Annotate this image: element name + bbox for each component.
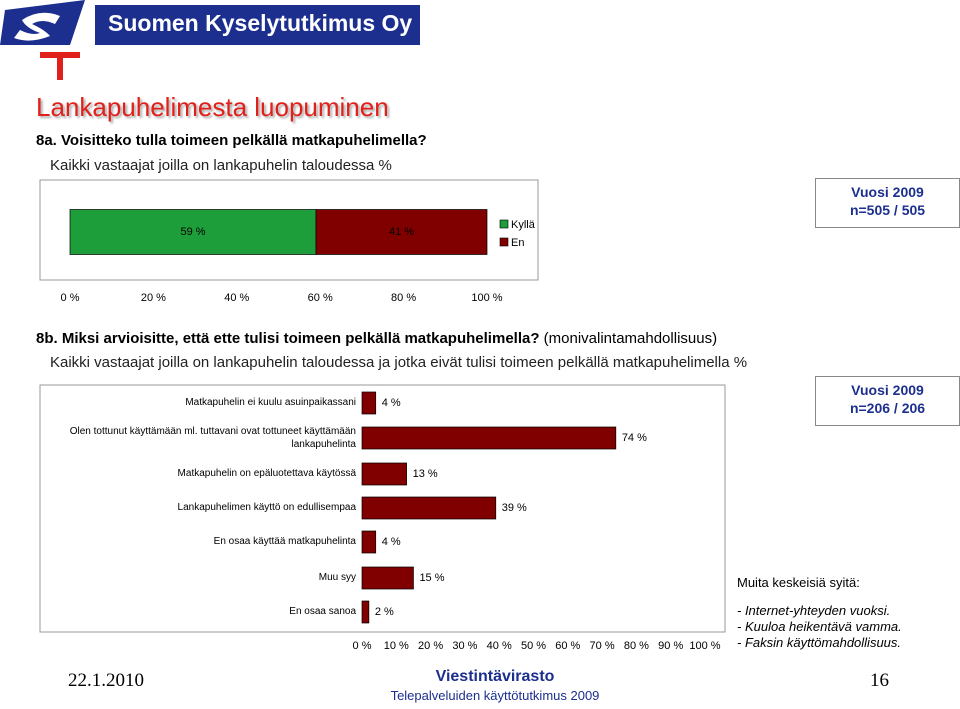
sample-year: Vuosi 2009: [851, 184, 924, 200]
company-name: Suomen Kyselytutkimus Oy: [108, 10, 413, 36]
x-tick-label: 90 %: [658, 640, 683, 652]
page-number: 16: [870, 670, 889, 691]
plot-frame: [39, 179, 539, 281]
x-tick-label: 50 %: [521, 640, 546, 652]
value-label: 74 %: [622, 432, 647, 444]
sample-n: n=206 / 206: [849, 400, 926, 416]
category-label: Olen tottunut käyttämään ml. tuttavani o…: [69, 426, 356, 450]
note: - Kuuloa heikentävä vamma.: [737, 619, 902, 634]
legend-label: En: [511, 237, 524, 249]
bar: [361, 391, 377, 415]
legend-swatch: [499, 219, 509, 229]
category-label: Muu syy: [318, 572, 356, 583]
x-tick-label: 0 %: [353, 640, 372, 652]
category-label: Matkapuhelin on epäluotettava käytössä: [177, 468, 356, 479]
value-label: 2 %: [375, 606, 394, 618]
footer-study: Telepalveluiden käyttötutkimus 2009: [390, 688, 600, 703]
value-label: 15 %: [419, 572, 444, 584]
plot-frame: [39, 384, 726, 633]
bar: [315, 209, 488, 255]
bar: [361, 496, 497, 520]
bar: [361, 600, 370, 624]
x-tick-label: 10 %: [384, 640, 409, 652]
question-text: 8b. Miksi arvioisitte, että ette tulisi …: [36, 330, 540, 347]
question-base: Kaikki vastaajat joilla on lankapuhelin …: [50, 354, 748, 371]
x-tick-label: 60 %: [308, 292, 333, 304]
footer-date: 22.1.2010: [68, 670, 144, 691]
x-tick-label: 80 %: [391, 292, 416, 304]
x-tick-label: 20 %: [141, 292, 166, 304]
question-base: Kaikki vastaajat joilla on lankapuhelin …: [50, 157, 392, 174]
question-note: (monivalintamahdollisuus): [543, 330, 718, 347]
category-label: Matkapuhelin ei kuulu asuinpaikassani: [185, 397, 356, 408]
bar: [361, 462, 407, 486]
category-label: En osaa sanoa: [289, 606, 356, 617]
x-tick-label: 100 %: [471, 292, 502, 304]
sample-n: n=505 / 505: [849, 202, 926, 218]
sample-box: Vuosi 2009 n=505 / 505: [815, 178, 960, 228]
question: 8b. Miksi arvioisitte, että ette tulisi …: [36, 330, 717, 347]
value-label: 13 %: [413, 468, 438, 480]
logo-mark: [14, 12, 60, 41]
note: - Faksin käyttömahdollisuus.: [737, 635, 902, 650]
header-banner: [95, 5, 420, 45]
value-label: 59 %: [180, 226, 205, 238]
x-tick-label: 70 %: [590, 640, 615, 652]
notes-list: - Internet-yhteyden vuoksi. - Kuuloa hei…: [737, 603, 902, 651]
x-tick-label: 40 %: [487, 640, 512, 652]
legend-label: Kyllä: [511, 219, 536, 231]
x-tick-label: 100 %: [689, 640, 720, 652]
slide-title: Lankapuhelimesta luopuminen: [36, 92, 389, 122]
footer-org: Viestintävirasto: [435, 668, 555, 685]
value-label: 39 %: [502, 502, 527, 514]
category-label: Lankapuhelimen käyttö on edullisempaa: [177, 502, 356, 513]
logo-t: [40, 52, 80, 80]
notes-title: Muita keskeisiä syitä:: [737, 575, 860, 590]
x-tick-label: 20 %: [418, 640, 443, 652]
value-label: 41 %: [389, 226, 414, 238]
bar: [361, 530, 377, 554]
x-tick-label: 0 %: [61, 292, 80, 304]
bar: [69, 209, 317, 255]
x-tick-label: 30 %: [452, 640, 477, 652]
x-tick-label: 40 %: [224, 292, 249, 304]
sample-box: Vuosi 2009 n=206 / 206: [815, 376, 960, 426]
legend-swatch: [499, 237, 509, 247]
value-label: 4 %: [382, 536, 401, 548]
question: 8a. Voisitteko tulla toimeen pelkällä ma…: [36, 132, 427, 149]
category-label: En osaa käyttää matkapuhelinta: [213, 536, 356, 547]
x-tick-label: 60 %: [555, 640, 580, 652]
x-tick-label: 80 %: [624, 640, 649, 652]
bar: [361, 566, 414, 590]
bar: [361, 426, 617, 450]
note: - Internet-yhteyden vuoksi.: [737, 603, 891, 618]
sample-year: Vuosi 2009: [851, 382, 924, 398]
value-label: 4 %: [382, 397, 401, 409]
